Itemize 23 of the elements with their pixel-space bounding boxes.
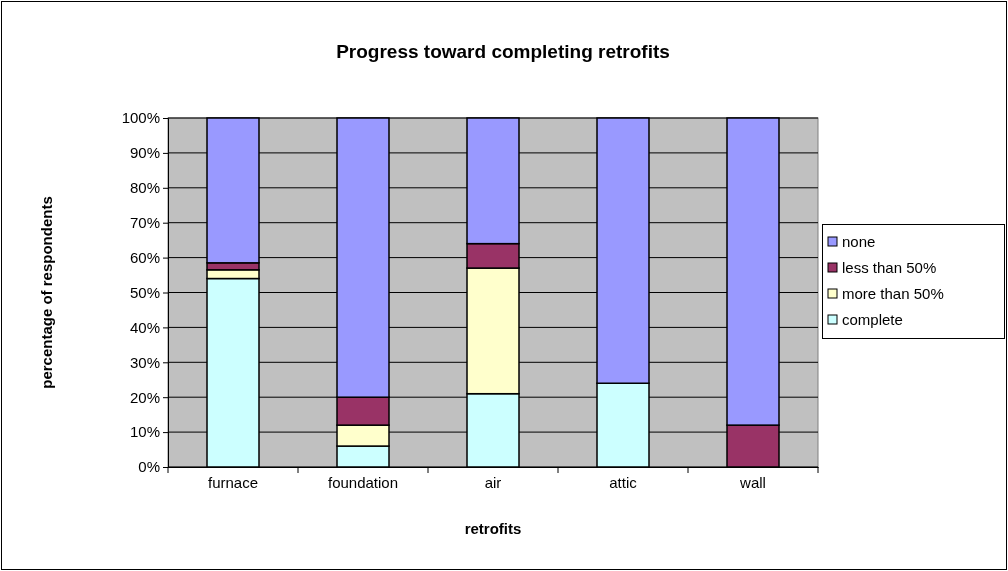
x-axis-title: retrofits — [464, 520, 522, 537]
y-tick-label: 80% — [129, 179, 160, 197]
x-tick-label: furnace — [207, 473, 259, 491]
x-tick-label: air — [484, 473, 502, 491]
y-tick-label: 10% — [129, 423, 160, 441]
legend-label: less than 50% — [842, 259, 937, 276]
y-axis-title: percentage of respondents — [38, 196, 55, 389]
x-tick-label: attic — [609, 473, 638, 491]
y-tick-label: 60% — [129, 248, 160, 266]
y-tick-label: 50% — [129, 283, 160, 301]
chart-title: Progress toward completing retrofits — [336, 41, 670, 62]
y-tick-label: 70% — [129, 214, 160, 231]
x-tick-label: wall — [739, 473, 766, 491]
x-tick-label: foundation — [327, 473, 399, 491]
y-tick-label: 90% — [129, 144, 160, 162]
y-tick-label: 0% — [138, 458, 160, 476]
y-tick-label: 30% — [129, 353, 160, 371]
legend-label: more than 50% — [842, 285, 944, 302]
y-tick-label: 40% — [129, 318, 160, 336]
legend-label: complete — [842, 311, 903, 328]
legend-label: none — [842, 233, 876, 250]
y-tick-label: 100% — [121, 109, 160, 127]
y-tick-label: 20% — [129, 388, 160, 406]
